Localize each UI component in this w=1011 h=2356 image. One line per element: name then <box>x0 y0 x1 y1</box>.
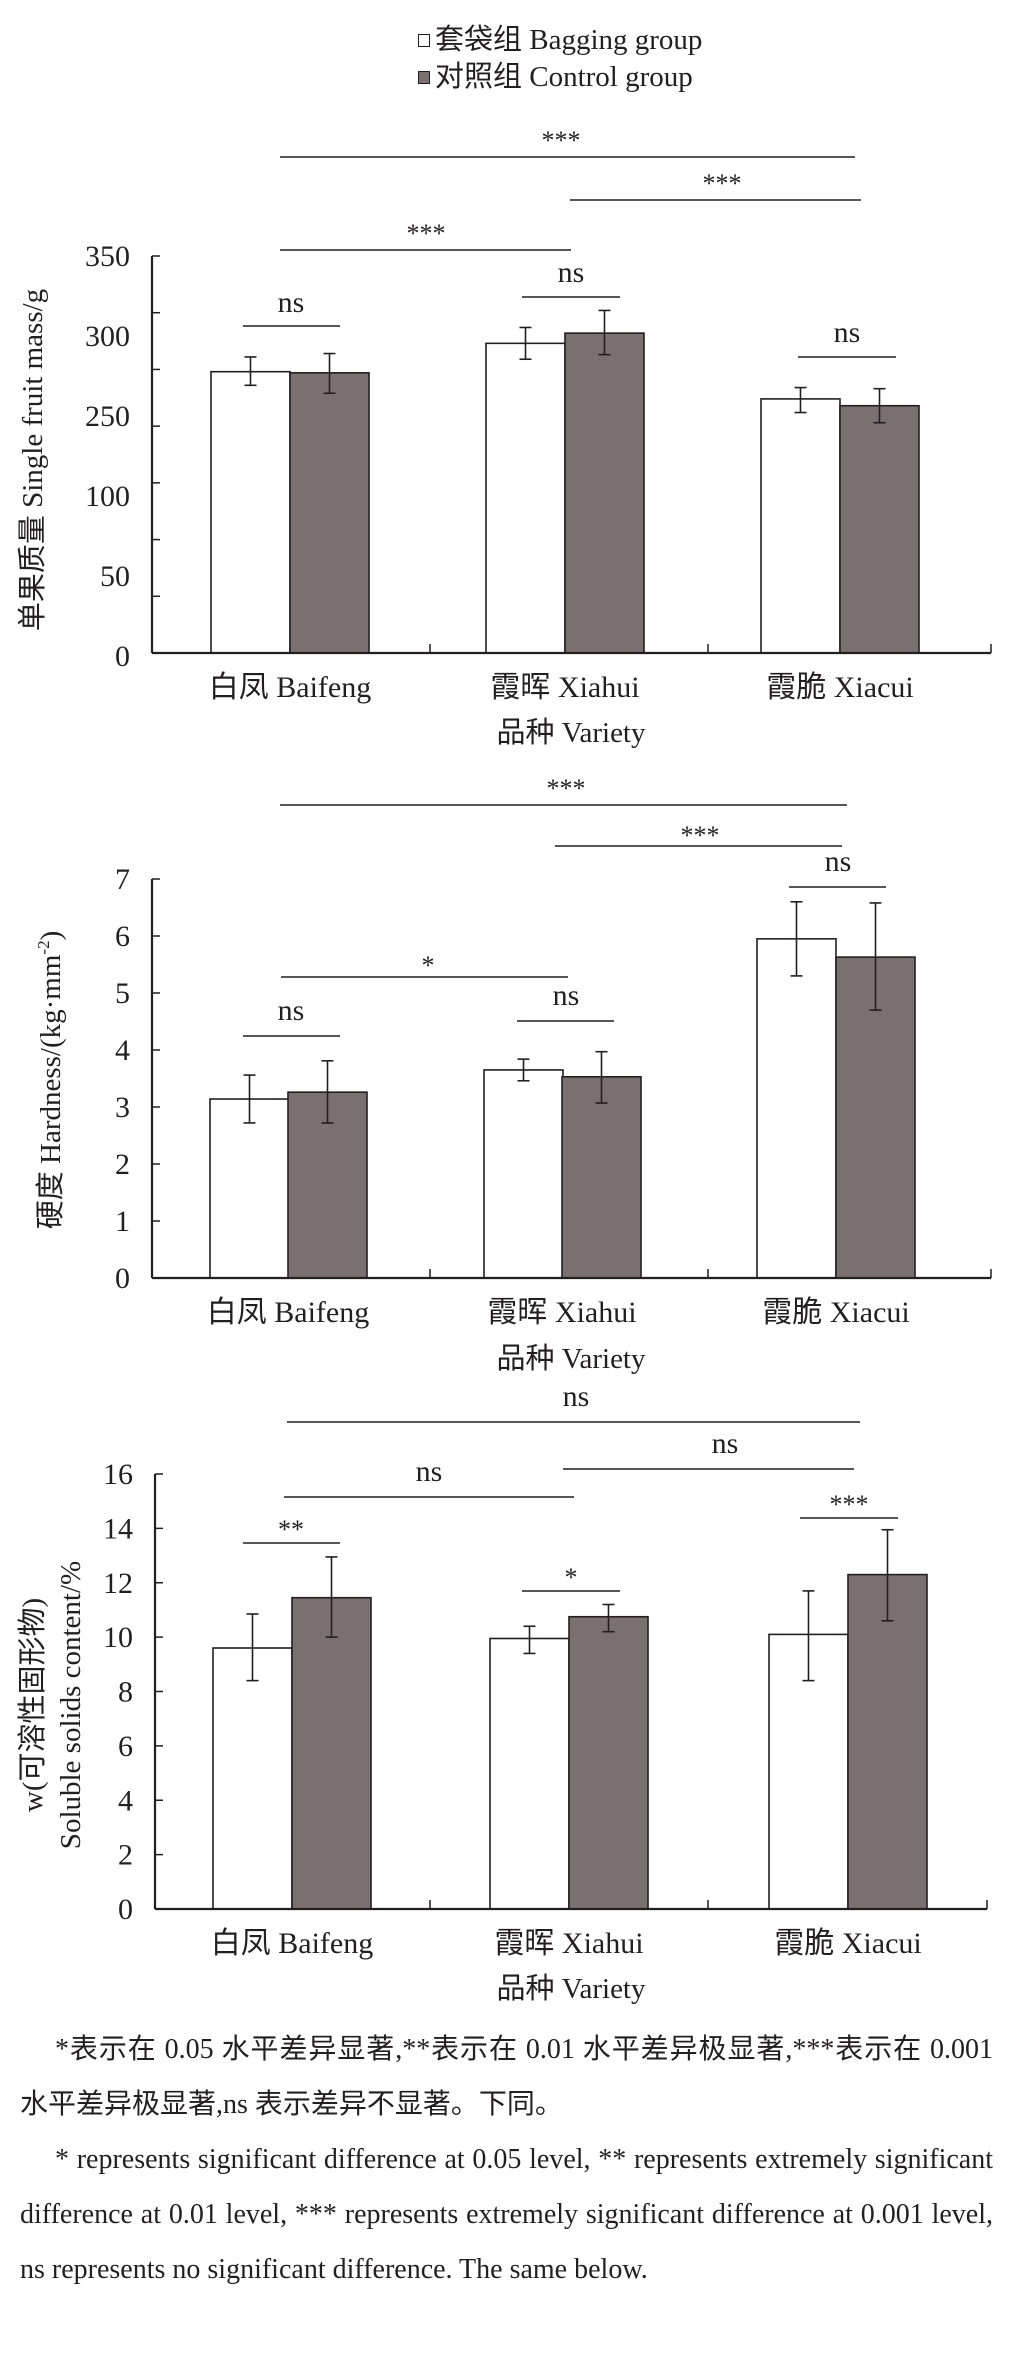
legend: 套袋组 Bagging group 对照组 Control group <box>418 22 702 96</box>
bar-bagging <box>756 938 837 1279</box>
significance-label: *** <box>681 821 720 850</box>
y-axis-title: 硬度 Hardness/(kg·mm-2) <box>34 931 67 1230</box>
x-category-label: 白凤 Baifeng <box>207 1296 369 1329</box>
y-tick-label: 6 <box>118 1730 133 1763</box>
x-axis-title: 品种 Variety <box>497 716 646 749</box>
bar-control <box>835 956 916 1279</box>
y-tick-label: 14 <box>103 1512 133 1545</box>
legend-swatch-control <box>418 71 430 84</box>
significance-label: *** <box>703 169 742 198</box>
bar-control <box>847 1573 928 1910</box>
bar-bagging <box>489 1637 570 1910</box>
significance-label: ns <box>278 286 305 319</box>
significance-label: *** <box>830 1490 869 1519</box>
significance-label: ns <box>712 1427 739 1460</box>
legend-swatch-bagging <box>418 34 430 47</box>
y-axis-title-sup: -2 <box>34 940 53 954</box>
significance-label: ns <box>416 1455 443 1488</box>
y-tick-label: 10 <box>103 1621 133 1654</box>
legend-label-bagging: 套袋组 Bagging group <box>435 24 703 56</box>
y-tick-label: 4 <box>115 1034 130 1067</box>
y-tick-label: 50 <box>100 560 130 593</box>
y-tick-label: 350 <box>85 240 130 273</box>
y-tick-label: 0 <box>118 1893 133 1926</box>
y-tick-label: 250 <box>85 400 130 433</box>
bar-control <box>289 372 370 654</box>
bar-control <box>291 1596 372 1910</box>
legend-label-control: 对照组 Control group <box>435 61 693 93</box>
significance-label: * <box>422 951 435 980</box>
x-axis-title: 品种 Variety <box>497 1972 646 2005</box>
footnote: *表示在 0.05 水平差异显著,**表示在 0.01 水平差异极显著,***表… <box>20 2022 993 2297</box>
y-axis-title: 单果质量 Single fruit mass/g <box>16 289 49 631</box>
y-tick-label: 0 <box>115 1262 130 1295</box>
y-tick-label: 16 <box>103 1458 133 1491</box>
y-axis-title-end: ) <box>35 931 67 941</box>
bar-control <box>564 332 645 654</box>
significance-label: *** <box>542 126 581 155</box>
chart-single-fruit-mass: ns ns ns *** *** *** 350 300 250 100 50 0 白凤 Baifeng… <box>16 126 992 749</box>
y-tick-label: 5 <box>115 977 130 1010</box>
bar-bagging <box>212 1647 293 1910</box>
bar-bagging <box>760 398 841 654</box>
significance-label: ns <box>825 845 852 878</box>
y-axis-title-cn: w(可溶性固形物) <box>16 1598 49 1812</box>
x-category-label: 霞脆 Xiacui <box>766 671 913 704</box>
legend-item-control: 对照组 Control group <box>418 59 702 96</box>
significance-label: ** <box>278 1515 304 1544</box>
x-category-label: 霞脆 Xiacui <box>762 1296 909 1329</box>
y-tick-label: 4 <box>118 1784 133 1817</box>
y-tick-label: 6 <box>115 920 130 953</box>
significance-label: ns <box>278 994 305 1027</box>
x-category-label: 霞晖 Xiahui <box>487 1296 636 1329</box>
y-tick-label: 100 <box>85 480 130 513</box>
x-category-label: 霞晖 Xiahui <box>494 1927 643 1960</box>
x-category-label: 白凤 Baifeng <box>209 671 371 704</box>
y-axis-title-main: 硬度 Hardness/(kg·mm <box>34 954 67 1229</box>
significance-label: ns <box>553 979 580 1012</box>
footnote-cn: *表示在 0.05 水平差异显著,**表示在 0.01 水平差异极显著,***表… <box>20 2034 993 2120</box>
significance-label: *** <box>547 774 586 803</box>
x-category-label: 霞晖 Xiahui <box>490 671 639 704</box>
x-category-label: 霞脆 Xiacui <box>774 1927 921 1960</box>
legend-item-bagging: 套袋组 Bagging group <box>418 22 702 59</box>
y-tick-label: 7 <box>115 863 130 896</box>
y-tick-label: 3 <box>115 1091 130 1124</box>
y-tick-label: 2 <box>115 1148 130 1181</box>
significance-label: * <box>565 1563 578 1592</box>
x-category-label: 白凤 Baifeng <box>211 1927 373 1960</box>
bar-control <box>568 1615 649 1910</box>
y-tick-label: 300 <box>85 320 130 353</box>
y-tick-label: 1 <box>115 1205 130 1238</box>
y-axis-title-en: Soluble solids content/% <box>55 1561 87 1849</box>
y-tick-label: 12 <box>103 1567 133 1600</box>
y-tick-label: 2 <box>118 1839 133 1872</box>
x-axis-title: 品种 Variety <box>497 1342 646 1375</box>
y-tick-label: 0 <box>115 640 130 673</box>
footnote-en: * represents significant difference at 0… <box>20 2144 993 2285</box>
y-tick-label: 8 <box>118 1676 133 1709</box>
bar-control <box>561 1075 642 1279</box>
significance-label: ns <box>558 256 585 289</box>
bar-bagging <box>210 370 291 654</box>
significance-label: *** <box>407 219 446 248</box>
significance-label: ns <box>563 1380 590 1413</box>
significance-label: ns <box>834 316 861 349</box>
